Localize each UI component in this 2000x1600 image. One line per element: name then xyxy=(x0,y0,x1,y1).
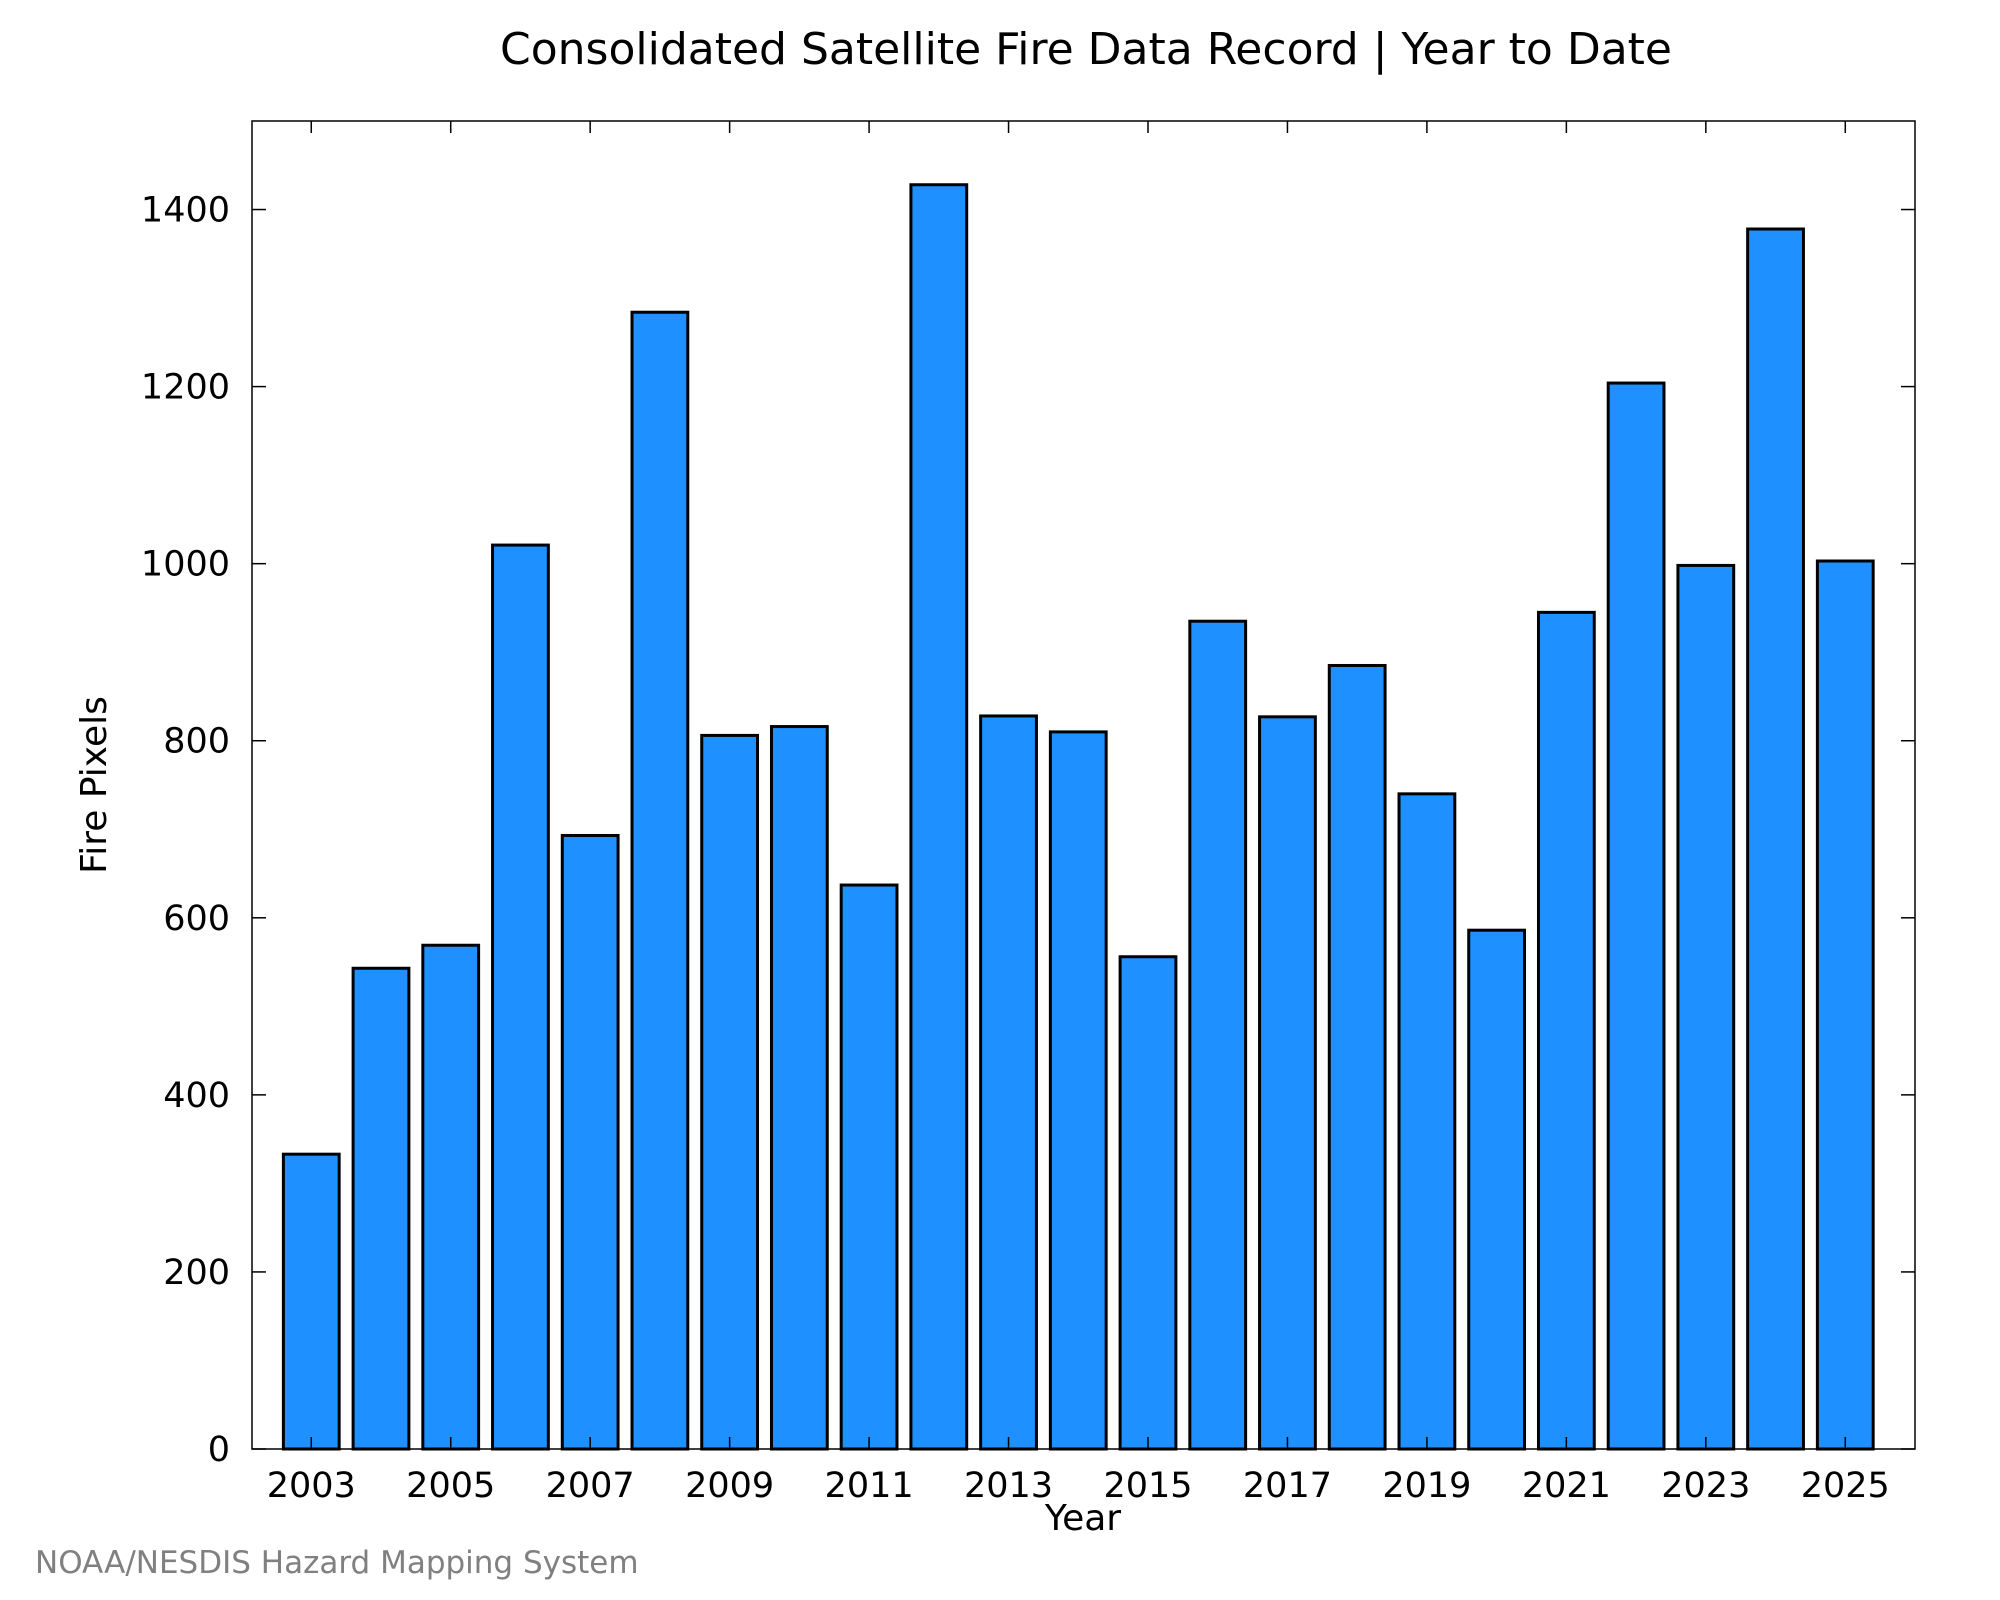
x-tick-label-2021: 2021 xyxy=(1522,1466,1611,1506)
x-axis-label: Year xyxy=(1044,1498,1121,1539)
y-tick-label-1000: 1000 xyxy=(141,545,230,585)
credit-text: NOAA/NESDIS Hazard Mapping System xyxy=(35,1545,639,1581)
x-tick-label-2007: 2007 xyxy=(546,1466,635,1506)
bar-2018 xyxy=(1327,663,1387,1451)
y-tick-label-200: 200 xyxy=(163,1253,230,1293)
y-tick-label-400: 400 xyxy=(163,1076,230,1116)
y-tick-label-0: 0 xyxy=(208,1430,230,1470)
x-tick-label-2013: 2013 xyxy=(964,1466,1053,1506)
bar-2019 xyxy=(1397,792,1457,1451)
x-axis: 2003 2005 2007 2009 2011 2013 2015 2017 2019 2021… xyxy=(267,121,1890,1506)
chart-title: Consolidated Satellite Fire Data Record … xyxy=(500,24,1672,75)
plot-frame xyxy=(251,120,1916,1450)
bar-2011 xyxy=(839,883,899,1451)
bar-2004 xyxy=(351,966,411,1451)
y-tick-label-600: 600 xyxy=(163,899,230,939)
x-tick-label-2011: 2011 xyxy=(825,1466,914,1506)
bar-2022 xyxy=(1606,381,1666,1451)
bar-2016 xyxy=(1188,619,1248,1451)
x-tick-label-2023: 2023 xyxy=(1661,1466,1750,1506)
bar-2005 xyxy=(421,943,481,1451)
y-tick-label-1400: 1400 xyxy=(141,191,230,231)
y-tick-label-800: 800 xyxy=(163,722,230,762)
bar-2013 xyxy=(979,714,1038,1451)
x-tick-label-2003: 2003 xyxy=(267,1466,356,1506)
bar-2014 xyxy=(1048,730,1108,1451)
bar-2017 xyxy=(1258,715,1317,1451)
bar-2023 xyxy=(1676,563,1736,1451)
bar-2012 xyxy=(909,183,969,1451)
bar-2007 xyxy=(560,833,620,1451)
bar-2003 xyxy=(281,1152,341,1451)
bar-2020 xyxy=(1467,928,1527,1451)
bar-2025 xyxy=(1815,559,1875,1451)
bar-2010 xyxy=(769,725,829,1451)
bar-2015 xyxy=(1118,955,1178,1451)
bar-2006 xyxy=(491,543,550,1451)
bars-group xyxy=(281,183,1875,1451)
x-tick-label-2015: 2015 xyxy=(1103,1466,1192,1506)
y-tick-label-1200: 1200 xyxy=(141,368,230,408)
x-tick-label-2025: 2025 xyxy=(1801,1466,1890,1506)
bar-2021 xyxy=(1536,610,1596,1451)
x-tick-label-2009: 2009 xyxy=(685,1466,774,1506)
x-tick-label-2017: 2017 xyxy=(1243,1466,1332,1506)
y-axis-label: Fire Pixels xyxy=(74,696,115,874)
x-tick-label-2005: 2005 xyxy=(406,1466,495,1506)
bar-2024 xyxy=(1746,227,1805,1451)
x-tick-label-2019: 2019 xyxy=(1382,1466,1471,1506)
y-axis: 0 200 400 600 800 1000 1200 1400 xyxy=(141,191,1915,1470)
bar-2008 xyxy=(630,310,690,1451)
bar-2009 xyxy=(700,733,760,1451)
